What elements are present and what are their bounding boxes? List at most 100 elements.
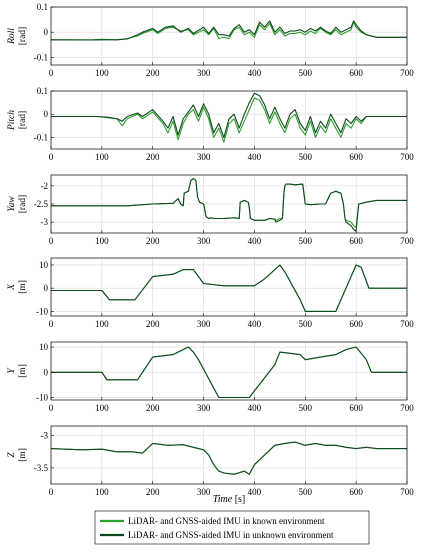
y-tick-label: 0.1 [37,86,48,96]
y-axis-label-unit: [rad] [18,111,28,129]
x-tick-label: 600 [349,68,363,78]
axes-box [50,341,408,401]
x-tick-label: 0 [49,236,54,246]
y-axis-label: Roll[rad] [7,27,28,45]
series-line-known [51,97,407,143]
y-tick-label: -0.1 [34,52,48,62]
axes-box [50,257,408,317]
x-axis-label-unit: [s] [232,494,245,505]
legend: LiDAR- and GNSS-aided IMU in known envir… [94,510,370,545]
y-axis-label: Pitch[rad] [7,110,28,131]
y-axis-label-unit: [rad] [18,27,28,45]
y-axis-label: Yaw[rad] [7,195,28,213]
x-tick-label: 700 [400,152,414,162]
y-tick-label: -2.5 [34,199,49,209]
y-tick-label: -2 [41,181,49,191]
x-tick-label: 100 [95,403,109,413]
y-axis-label-unit: [rad] [18,195,28,213]
y-axis-label-name: X [7,283,17,291]
legend-label: LiDAR- and GNSS-aided IMU in known envir… [128,516,325,526]
x-tick-label: 400 [248,152,262,162]
x-tick-label: 700 [400,68,414,78]
series-line-unknown [51,92,407,138]
x-tick-label: 300 [197,319,211,329]
y-tick-label: 0.1 [37,2,48,12]
x-axis-label: Time [s] [213,494,246,505]
series-line-known [51,21,407,41]
subplot-z: -3 -3.5 0 100 200 300 400 500 600 700 Z[m] [7,425,414,497]
x-tick-label: 100 [95,152,109,162]
y-axis-label-unit: [m] [18,280,28,294]
subplot-yaw: -2 -2.5 -30 100 200 300 400 500 600 700 Yaw[rad] [7,174,414,246]
x-axis-label-name: Time [213,494,233,505]
x-tick-label: 200 [146,487,160,497]
x-tick-label: 700 [400,236,414,246]
x-tick-label: 300 [197,236,211,246]
x-tick-label: 100 [95,319,109,329]
y-axis-label-name: Pitch [7,110,17,131]
x-tick-label: 400 [248,319,262,329]
x-tick-label: 400 [248,403,262,413]
y-axis-label-name: Roll [7,28,17,45]
x-tick-label: 500 [299,487,313,497]
x-tick-label: 700 [400,319,414,329]
y-tick-label: -0.1 [34,132,48,142]
x-tick-label: 100 [95,68,109,78]
y-tick-label: -3 [41,217,49,227]
x-tick-label: 500 [299,152,313,162]
y-axis-label-name: Y [7,367,17,374]
x-tick-label: 300 [197,487,211,497]
y-axis-label: Y[m] [7,364,28,378]
x-tick-label: 600 [349,319,363,329]
y-tick-label: -3 [41,431,49,441]
y-tick-label: -10 [36,306,48,316]
x-tick-label: 600 [349,236,363,246]
y-axis-label-unit: [m] [18,364,28,378]
x-tick-label: 200 [146,236,160,246]
y-tick-label: 0 [44,27,49,37]
x-tick-label: 0 [49,68,54,78]
x-tick-label: 0 [49,487,54,497]
y-axis-label-name: Yaw [7,196,17,212]
y-axis-label-unit: [m] [18,448,28,462]
series-line-unknown [51,346,407,399]
y-tick-label: 10 [39,342,49,352]
axes-box [50,425,408,485]
legend-label: LiDAR- and GNSS-aided IMU in unknown env… [128,530,334,540]
x-tick-label: 400 [248,68,262,78]
axes-box [50,6,408,66]
x-tick-label: 200 [146,68,160,78]
x-tick-label: 200 [146,403,160,413]
series-line-known [50,441,407,475]
axes-box [50,90,408,150]
x-tick-label: 200 [146,152,160,162]
x-tick-label: 700 [400,487,414,497]
x-tick-label: 0 [49,319,54,329]
x-tick-label: 0 [49,152,54,162]
y-tick-label: -3.5 [34,463,49,473]
x-tick-label: 400 [248,487,262,497]
x-tick-label: 100 [95,487,109,497]
series-line-unknown [51,178,407,232]
x-tick-label: 600 [349,152,363,162]
y-axis-label: Z[m] [7,448,28,462]
x-tick-label: 600 [349,403,363,413]
x-tick-label: 300 [197,152,211,162]
x-tick-label: 500 [299,236,313,246]
y-tick-label: -10 [36,392,48,402]
y-axis-label-name: Z [7,452,17,458]
series-line-unknown [50,20,407,41]
x-tick-label: 500 [299,68,313,78]
x-tick-label: 500 [299,403,313,413]
series-line-unknown [51,264,407,312]
legend-box [94,510,370,545]
x-tick-label: 500 [299,319,313,329]
x-tick-label: 700 [400,403,414,413]
y-tick-label: 0 [44,283,49,293]
